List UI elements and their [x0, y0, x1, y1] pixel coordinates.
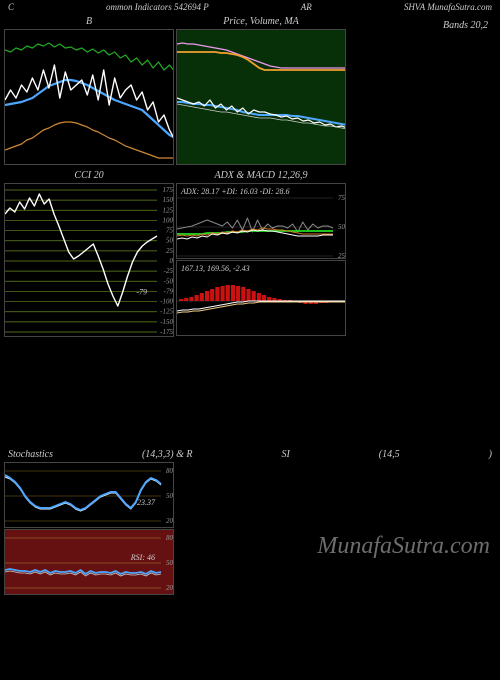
chart-d-wrap: ADX & MACD 12,26,9 75 50 25 ADX: 28.17 +DI:… — [176, 168, 346, 337]
svg-text:RSI: 46: RSI: 46 — [130, 553, 155, 562]
svg-text:-50: -50 — [164, 277, 174, 285]
chart-e: 80 50 20 23.37 — [4, 462, 174, 528]
svg-text:125: 125 — [163, 206, 174, 214]
stoch-title-r1: SI — [281, 449, 289, 460]
svg-text:167.13, 169.56, -2.43: 167.13, 169.56, -2.43 — [181, 264, 250, 273]
stoch-title-left: Stochastics — [8, 449, 53, 460]
chart-d-title: ADX & MACD 12,26,9 — [176, 168, 346, 183]
svg-text:0: 0 — [170, 257, 174, 265]
header-mid2: AR — [301, 2, 312, 12]
chart-b-wrap: Price, Volume, MA — [176, 14, 346, 165]
row-3-titles: Stochastics (14,3,3) & R SI (14,5 ) — [0, 447, 500, 462]
chart-c: 175 150 125 100 75 50 25 0 -25 -50 -79 -100 -125 -150… — [4, 183, 174, 337]
svg-text:-79: -79 — [136, 287, 147, 296]
stoch-title-r2: (14,5 — [379, 449, 400, 460]
watermark: MunafaSutra.com — [317, 533, 490, 560]
svg-text:50: 50 — [166, 237, 174, 245]
svg-text:75: 75 — [338, 194, 346, 202]
row-3: 80 50 20 23.37 80 50 20 RSI: 46 — [0, 462, 500, 595]
svg-text:-25: -25 — [164, 267, 174, 275]
svg-text:175: 175 — [163, 186, 174, 194]
row-1: B Price, Volume, MA Bands 20,2 — [0, 14, 500, 165]
chart-d-top: 75 50 25 ADX: 28.17 +DI: 16.03 -DI: 28.6 — [176, 183, 346, 259]
bands-label: Bands 20,2 — [439, 18, 492, 33]
chart-a-title: B — [4, 14, 174, 29]
svg-text:-100: -100 — [160, 298, 173, 306]
row-2: CCI 20 175 150 125 100 75 50 25 0 -25 -50 -79 -100 -… — [0, 168, 500, 337]
stoch-title-r3: ) — [489, 449, 492, 460]
svg-text:80: 80 — [166, 467, 174, 475]
stoch-title-mid: (14,3,3) & R — [142, 449, 193, 460]
chart-b-title: Price, Volume, MA — [176, 14, 346, 29]
svg-text:75: 75 — [166, 227, 174, 235]
svg-text:-125: -125 — [160, 308, 173, 316]
svg-text:20: 20 — [166, 517, 174, 525]
chart-f: 80 50 20 RSI: 46 — [4, 529, 174, 595]
svg-text:-175: -175 — [160, 328, 173, 336]
header-left: C — [8, 2, 14, 12]
spacer — [0, 337, 500, 447]
chart-a-wrap: B — [4, 14, 174, 165]
svg-text:150: 150 — [163, 196, 174, 204]
svg-text:25: 25 — [166, 247, 174, 255]
svg-text:ADX: 28.17 +DI: 16.03 -DI: 28.: ADX: 28.17 +DI: 16.03 -DI: 28.6 — [180, 187, 290, 196]
chart-c-title: CCI 20 — [4, 168, 174, 183]
header-right: SHVA MunafaSutra.com — [404, 2, 492, 12]
svg-text:100: 100 — [163, 216, 174, 224]
svg-text:20: 20 — [166, 584, 174, 592]
svg-text:80: 80 — [166, 534, 174, 542]
header-mid1: ommon Indicators 542694 P — [106, 2, 209, 12]
chart-c-wrap: CCI 20 175 150 125 100 75 50 25 0 -25 -50 -79 -100 -… — [4, 168, 174, 337]
chart-b — [176, 29, 346, 165]
chart-d-bot: 167.13, 169.56, -2.43 — [176, 260, 346, 336]
svg-text:23.37: 23.37 — [137, 498, 156, 507]
svg-text:25: 25 — [338, 252, 346, 259]
svg-text:-150: -150 — [160, 318, 173, 326]
svg-text:50: 50 — [166, 559, 174, 567]
chart-a — [4, 29, 174, 165]
svg-text:50: 50 — [338, 223, 346, 231]
header-bar: C ommon Indicators 542694 P AR SHVA Muna… — [0, 0, 500, 14]
svg-text:-79: -79 — [164, 287, 174, 295]
svg-text:50: 50 — [166, 492, 174, 500]
